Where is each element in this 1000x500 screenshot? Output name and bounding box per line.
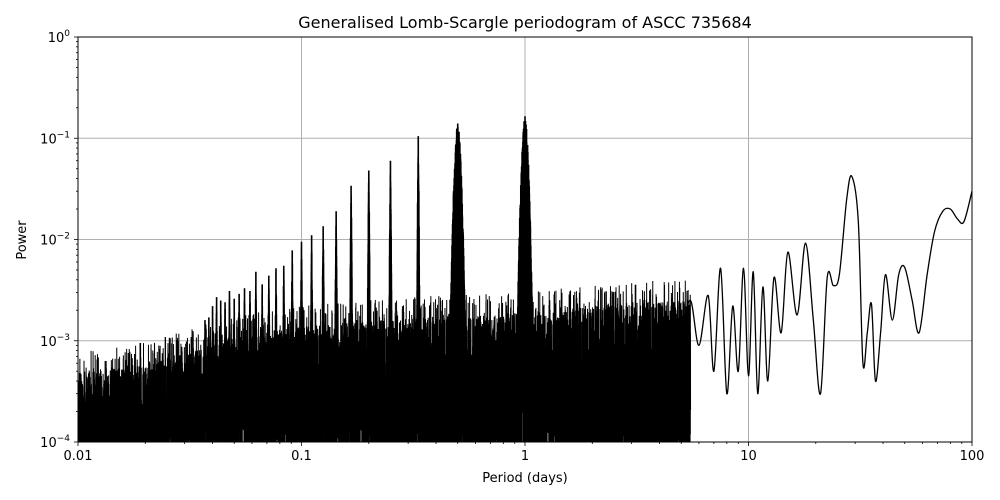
long-period-trace: [680, 174, 972, 395]
y-tick-label: 100: [48, 29, 71, 46]
x-axis-ticks: 0.01 0.1 1 10 100: [64, 442, 985, 464]
x-axis-label: Period (days): [482, 471, 568, 486]
y-tick-label: 10−2: [40, 232, 70, 249]
chart-title: Generalised Lomb-Scargle periodogram of …: [298, 13, 752, 32]
y-axis-ticks: 10−4 10−3 10−2 10−1 100: [40, 29, 78, 451]
y-tick-label: 10−1: [40, 130, 70, 147]
x-tick-label: 10: [740, 449, 757, 464]
x-tick-label: 1: [521, 449, 529, 464]
periodogram-series: [78, 116, 972, 442]
y-tick-label: 10−3: [40, 333, 70, 350]
noise-floor-trace: [78, 117, 692, 442]
y-tick-label: 10−4: [40, 434, 70, 451]
x-tick-label: 0.01: [64, 449, 93, 464]
y-axis-label: Power: [15, 220, 30, 260]
x-tick-label: 0.1: [291, 449, 312, 464]
x-tick-label: 100: [960, 449, 985, 464]
